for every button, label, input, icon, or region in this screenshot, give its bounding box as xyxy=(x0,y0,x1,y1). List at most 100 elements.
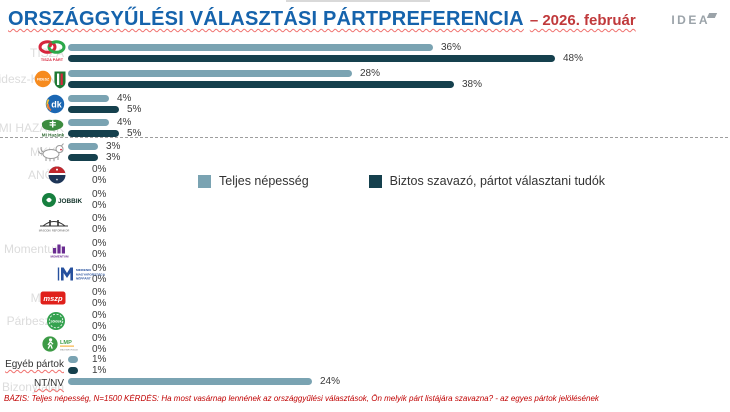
value-total: 3% xyxy=(106,141,121,152)
value-total: 0% xyxy=(92,310,107,321)
value-certain: 38% xyxy=(462,79,483,90)
svg-text:MAGYARORSZÁGA: MAGYARORSZÁGA xyxy=(76,271,106,276)
mkkp-logo-icon xyxy=(36,142,66,162)
value-total: 4% xyxy=(117,93,132,104)
svg-text:MÁSODIK REFORMKOR: MÁSODIK REFORMKOR xyxy=(39,228,70,232)
party-faded-label: Bizonytalan xyxy=(1,380,64,394)
value-total: 0% xyxy=(92,263,107,274)
legend-item-total: Teljes népesség xyxy=(198,174,309,188)
value-total: 0% xyxy=(92,287,107,298)
party-row-mi-hazank: MI HAZÁNK Mi Hazánk 4% 5% xyxy=(0,117,730,139)
party-row-fidesz-kdnp: Fidesz-KDNP FIDESZ 28% 38% xyxy=(0,68,730,90)
party-row-mszp: MSZP mszp 0% 0% xyxy=(0,287,730,309)
bar-certain xyxy=(68,154,98,161)
value-total: 0% xyxy=(92,238,107,249)
parbeszed-logo-icon: zöldek xyxy=(46,311,66,331)
value-certain: 0% xyxy=(92,344,107,355)
value-certain: 0% xyxy=(92,249,107,260)
bar-total xyxy=(68,119,109,126)
party-label-egyeb-partok: Egyéb pártok xyxy=(5,359,64,370)
idea-logo: IDEA xyxy=(671,13,718,27)
svg-text:MOMENTUM: MOMENTUM xyxy=(51,254,69,258)
svg-text:FIDESZ: FIDESZ xyxy=(37,78,49,82)
party-faded-label: Momentum xyxy=(3,242,64,256)
anom-logo-icon: ★ xyxy=(48,165,66,185)
value-total: 4% xyxy=(117,117,132,128)
jobbik-logo-icon: JOBBIK xyxy=(42,190,84,210)
svg-text:zöldek: zöldek xyxy=(50,320,61,324)
party-row-mkkp: MKKP 3% 3% xyxy=(0,141,730,163)
value-total: 36% xyxy=(441,42,462,53)
svg-text:TISZA PÁRT: TISZA PÁRT xyxy=(41,57,64,62)
fidesz-kdnp-logo-icon: FIDESZ xyxy=(34,69,66,89)
value-certain: 5% xyxy=(127,104,142,115)
dk-logo-icon: dk xyxy=(44,94,66,114)
bar-total xyxy=(68,95,109,102)
value-certain: 5% xyxy=(127,128,142,139)
value-certain: 0% xyxy=(92,321,107,332)
mi-hazank-logo-icon: Mi Hazánk xyxy=(38,117,68,137)
value-total: 24% xyxy=(320,376,341,387)
value-certain: 0% xyxy=(92,298,107,309)
value-certain: 48% xyxy=(563,53,584,64)
svg-text:dk: dk xyxy=(51,100,62,110)
party-row-egyeb-partok: Egyéb pártok 1% 1% xyxy=(0,354,730,376)
tisza-logo-icon: TISZA PÁRT xyxy=(34,39,70,62)
bar-total xyxy=(68,356,78,363)
momentum-logo-icon: MOMENTUM xyxy=(40,239,76,259)
value-total: 0% xyxy=(92,164,107,175)
party-row-ntnv: Bizonytalan NT/NV 24% xyxy=(0,376,730,396)
value-certain: 3% xyxy=(106,152,121,163)
bar-total xyxy=(68,143,98,150)
value-certain: 1% xyxy=(92,365,107,376)
value-total: 0% xyxy=(92,189,107,200)
header: ORSZÁGGYŰLÉSI VÁLASZTÁSI PÁRTPREFERENCIA… xyxy=(8,8,636,31)
legend-label-certain: Biztos szavazó, pártot választani tudók xyxy=(389,174,606,188)
party-label-ntnv: NT/NV xyxy=(34,378,64,389)
bar-certain xyxy=(68,81,454,88)
value-certain: 0% xyxy=(92,274,107,285)
party-row-masodik-reformkor: MÁSODIK REFORMKOR 0% 0% xyxy=(0,214,730,235)
bar-total xyxy=(68,378,312,385)
idea-logo-text: IDEA xyxy=(671,13,710,27)
bar-certain xyxy=(68,106,119,113)
party-row-jobbik: JOBBIK 0% 0% xyxy=(0,189,730,211)
party-row-tisza: TISZA TISZA PÁRT 36% 48% xyxy=(0,39,730,64)
legend-swatch-certain xyxy=(368,174,382,188)
svg-text:LMP: LMP xyxy=(60,340,72,346)
lmp-logo-icon: LMP MAGYARORSZÁG ZÖLD PÁRTJA xyxy=(42,334,78,354)
svg-text:MAGYARORSZÁG ZÖLD PÁRTJA: MAGYARORSZÁG ZÖLD PÁRTJA xyxy=(60,349,78,352)
mmn-logo-icon: MINDENKI MAGYARORSZÁGA NÉPPÁRT xyxy=(56,264,108,284)
legend-item-certain: Biztos szavazó, pártot választani tudók xyxy=(368,174,606,188)
svg-text:JOBBIK: JOBBIK xyxy=(58,198,83,205)
svg-text:Mi Hazánk: Mi Hazánk xyxy=(42,132,65,137)
window-edge-artifact xyxy=(286,0,430,2)
party-row-dk: DK dk 4% 5% xyxy=(0,93,730,115)
value-total: 0% xyxy=(92,333,107,344)
title-date: – 2026. február xyxy=(529,12,636,29)
svg-text:MINDENKI: MINDENKI xyxy=(76,268,91,272)
mszp-logo-icon: mszp xyxy=(40,288,66,308)
party-row-anom: ANÖM ★ 0% 0% xyxy=(0,164,730,186)
bar-certain xyxy=(68,367,78,374)
legend-swatch-total xyxy=(198,174,211,188)
party-row-lmp: LMP MAGYARORSZÁG ZÖLD PÁRTJA 0% 0% xyxy=(0,333,730,355)
bar-certain xyxy=(68,130,119,137)
page-title: ORSZÁGGYŰLÉSI VÁLASZTÁSI PÁRTPREFERENCIA xyxy=(8,8,524,30)
value-total: 28% xyxy=(360,68,381,79)
party-row-momentum: Momentum MOMENTUM 0% 0% xyxy=(0,238,730,260)
value-certain: 0% xyxy=(92,200,107,211)
party-row-mmn: MINDENKI MAGYARORSZÁGA NÉPPÁRT 0% 0% xyxy=(0,263,730,285)
bar-total xyxy=(68,44,433,51)
svg-text:NÉPPÁRT: NÉPPÁRT xyxy=(76,276,91,281)
value-certain: 0% xyxy=(92,224,107,235)
bar-certain xyxy=(68,55,555,62)
footer-note: BÁZIS: Teljes népesség, N=1500 KÉRDÉS: H… xyxy=(4,394,599,403)
threshold-separator xyxy=(0,137,728,138)
value-total: 1% xyxy=(92,354,107,365)
legend: Teljes népesség Biztos szavazó, pártot v… xyxy=(198,174,605,188)
svg-text:★: ★ xyxy=(56,178,59,182)
bar-total xyxy=(68,70,352,77)
